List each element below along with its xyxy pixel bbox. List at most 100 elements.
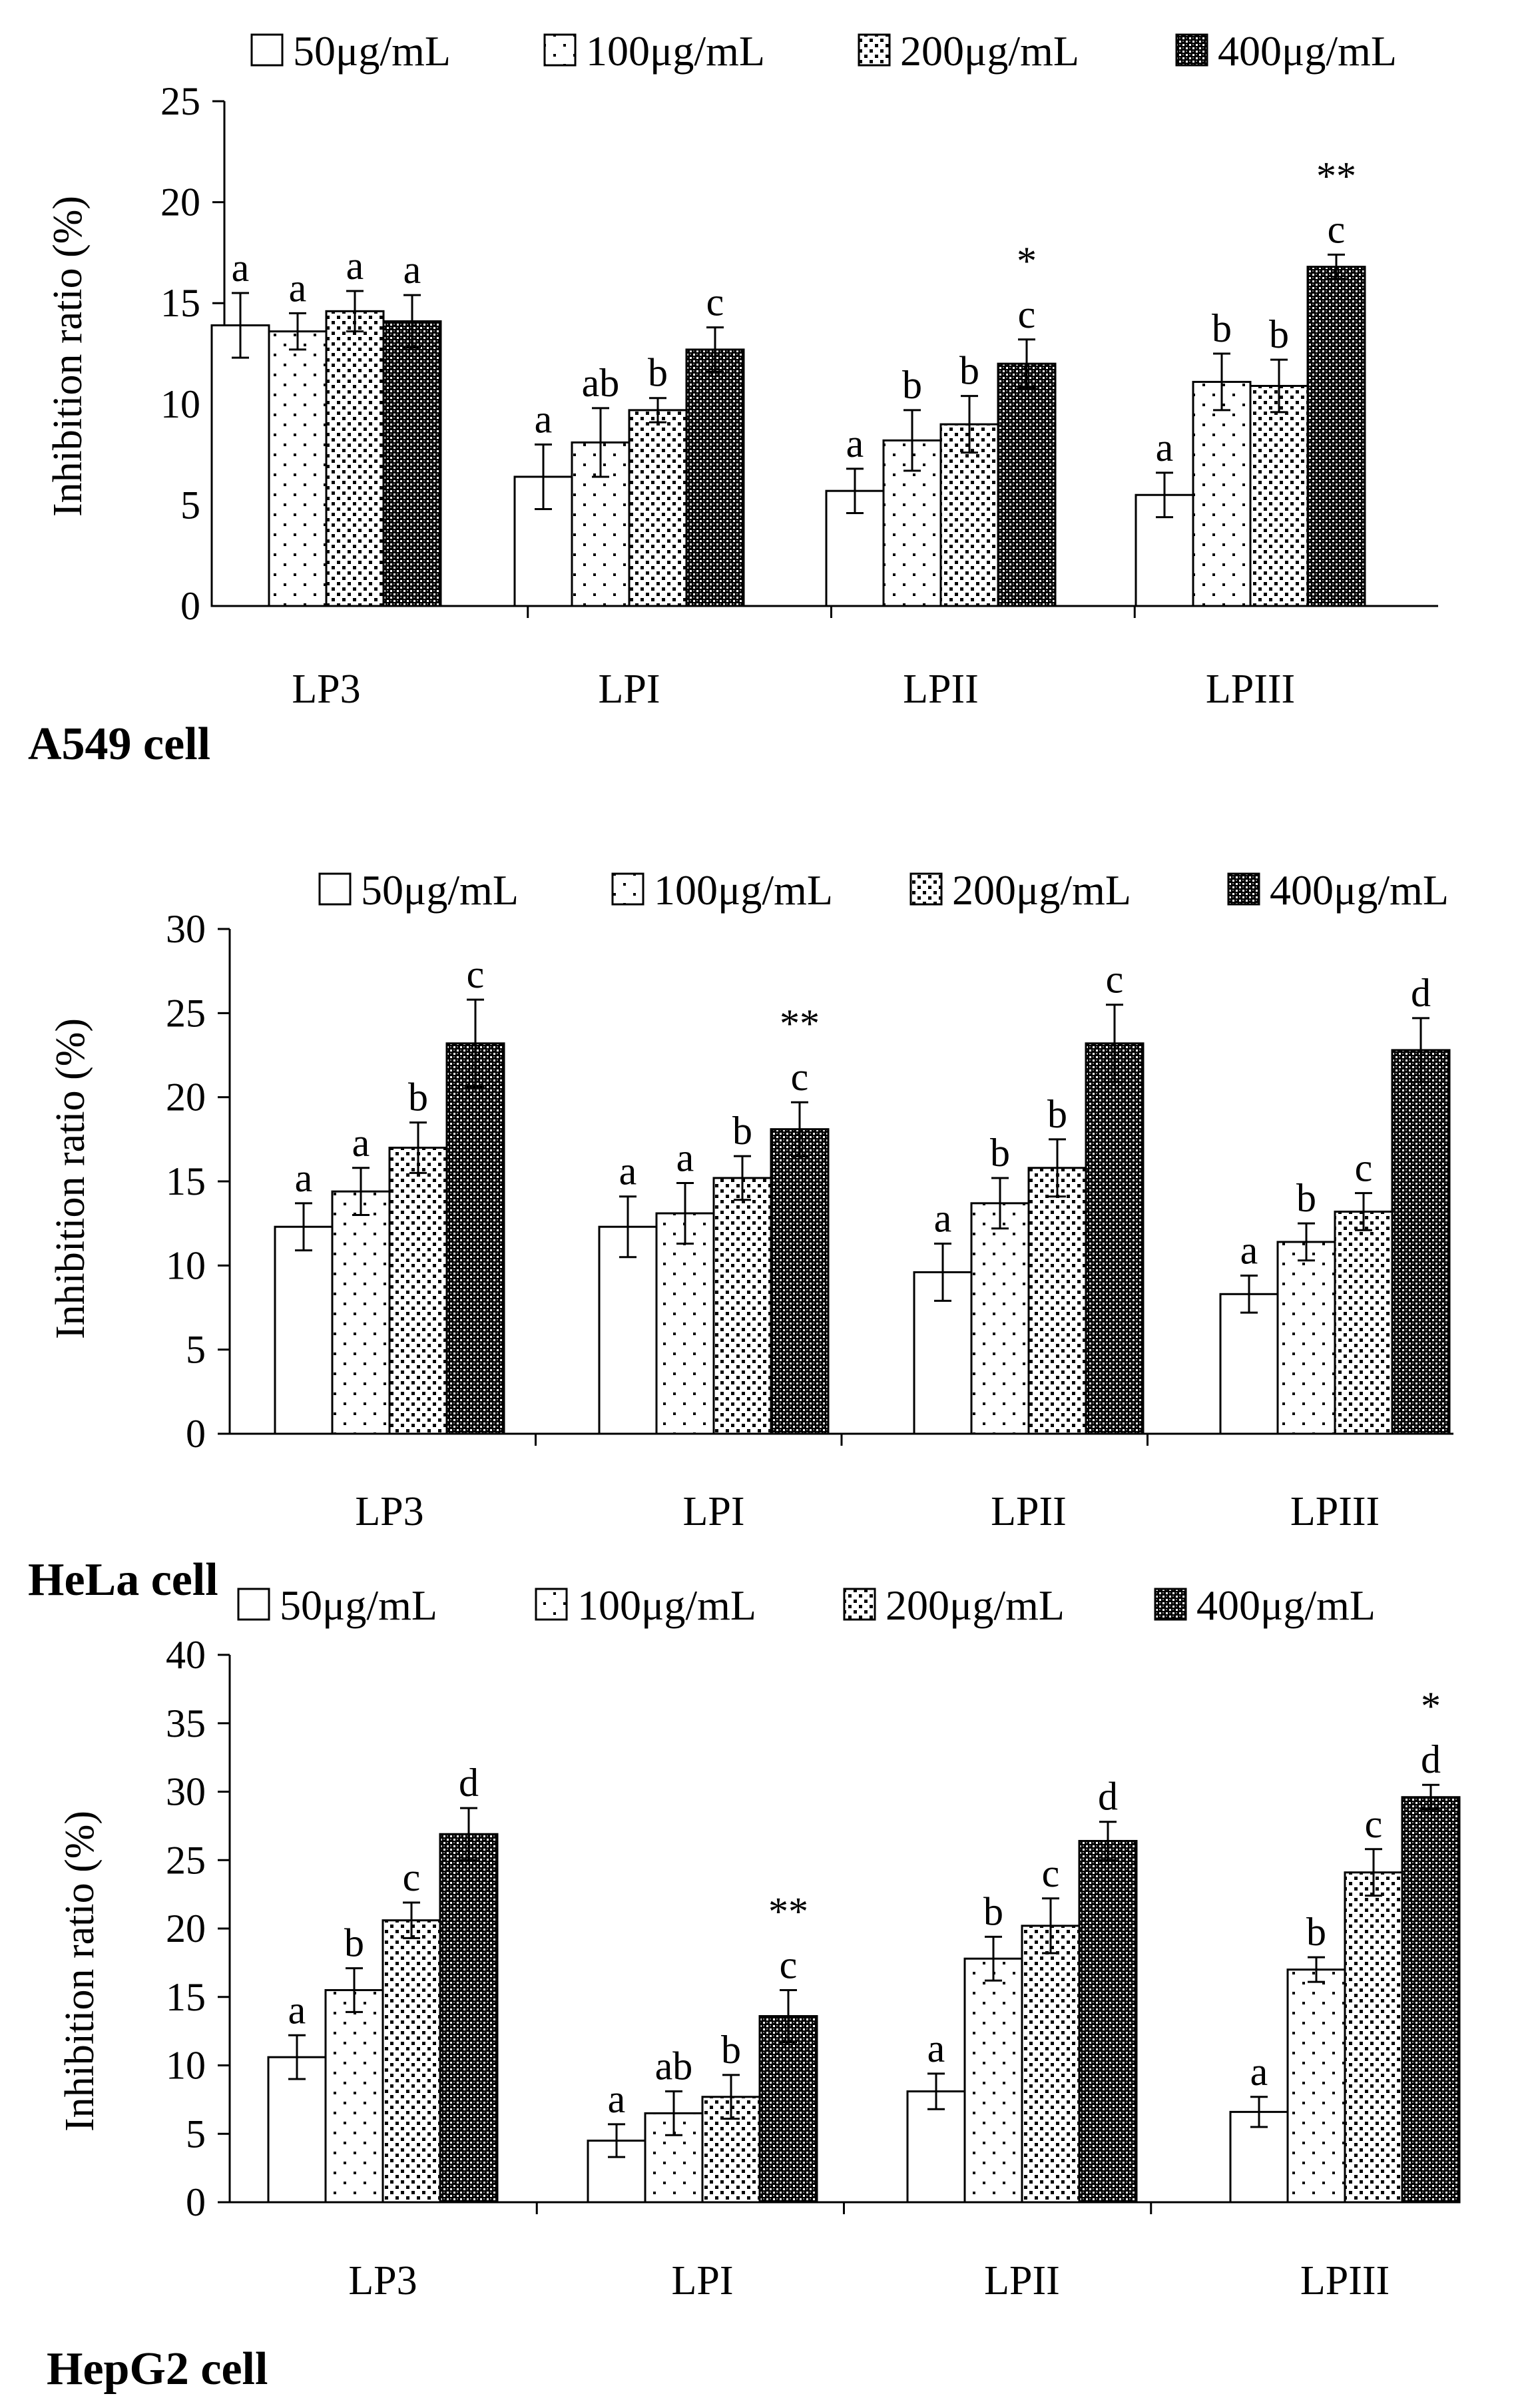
bar-lpiii-200 — [1334, 1210, 1394, 1435]
category-label: LPIII — [1206, 667, 1295, 712]
bar-lpiii-200 — [1249, 385, 1309, 607]
significance-letter: b — [648, 351, 668, 395]
significance-stars: * — [1421, 1684, 1441, 1728]
legend-label-200: 200μg/mL — [900, 27, 1079, 75]
bar-lp3-200 — [388, 1146, 448, 1435]
y-tick-label: 15 — [160, 281, 200, 325]
significance-letter: a — [288, 1988, 306, 2032]
y-axis-label-hela: Inhibition ratio (%) — [48, 1018, 93, 1339]
legend-swatch-400 — [1175, 33, 1208, 67]
legend-swatch-100 — [611, 872, 644, 906]
legend-label-100: 100μg/mL — [586, 27, 765, 75]
significance-letter: a — [295, 1156, 313, 1200]
category-label: LPII — [903, 667, 979, 712]
significance-letter: c — [467, 952, 485, 996]
panel-hela: 50μg/mL 100μg/mL 200μg/mL 400μg/mL 0 5 10 15 20… — [28, 866, 1453, 1606]
y-tick-label: 5 — [180, 483, 200, 527]
bar-lp3-100 — [331, 1190, 391, 1435]
bar-lpiii-100 — [1276, 1241, 1336, 1435]
significance-stars: ** — [780, 1002, 820, 1046]
bar-lpii-200 — [1027, 1167, 1087, 1435]
significance-letter: c — [791, 1055, 809, 1099]
bar-lpi-50 — [598, 1225, 658, 1435]
legend-swatch-200 — [843, 1588, 876, 1621]
bar-lp3-400 — [382, 320, 442, 607]
significance-letter: ab — [655, 2044, 693, 2088]
significance-letter: b — [408, 1075, 428, 1119]
legend-swatch-400 — [1227, 872, 1260, 906]
legend-label-100: 100μg/mL — [577, 1582, 756, 1629]
bar-lpiii-100 — [1286, 1968, 1346, 2204]
category-label: LPI — [672, 2258, 734, 2303]
y-tick-label: 10 — [166, 2044, 206, 2088]
significance-letter: a — [535, 397, 553, 441]
category-label: LP3 — [292, 667, 360, 712]
category-label: LPIII — [1300, 2258, 1390, 2303]
bar-lp3-400 — [445, 1042, 505, 1435]
y-tick-label: 0 — [180, 584, 200, 628]
y-tick-label: 15 — [166, 1975, 206, 2019]
category-label: LPII — [991, 1489, 1067, 1534]
significance-letter: b — [959, 349, 979, 393]
legend-hela: 50μg/mL 100μg/mL 200μg/mL 400μg/mL — [318, 866, 1449, 914]
significance-letter: b — [1306, 1910, 1326, 1954]
panel-label-a549: A549 cell — [28, 719, 210, 770]
legend-swatch-100 — [543, 33, 577, 67]
significance-letter: a — [846, 422, 864, 465]
bar-lpii-100 — [963, 1957, 1023, 2204]
significance-letter: b — [1296, 1176, 1316, 1220]
significance-letter: c — [403, 1855, 421, 1899]
significance-letter: c — [1042, 1851, 1060, 1895]
bar-lp3-50 — [210, 324, 270, 607]
legend-swatch-50 — [237, 1588, 270, 1621]
y-tick-label: 40 — [166, 1633, 206, 1677]
significance-letter: a — [403, 248, 421, 292]
bar-lp3-50 — [267, 2056, 327, 2204]
legend-swatch-200 — [858, 33, 891, 67]
panel-a549: 50μg/mL 100μg/mL 200μg/mL 400μg/mL 0 5 10 15 20… — [28, 27, 1438, 770]
legend-label-100: 100μg/mL — [654, 866, 833, 914]
significance-letter: c — [1106, 958, 1124, 1002]
significance-letter: a — [619, 1149, 637, 1193]
significance-letter: ab — [582, 361, 620, 405]
significance-letter: a — [346, 244, 364, 288]
bar-lp3-200 — [382, 1919, 441, 2204]
y-tick-label: 25 — [166, 1838, 206, 1882]
significance-letter: a — [1156, 426, 1174, 469]
bar-lpii-400 — [1078, 1839, 1138, 2204]
significance-letter: a — [608, 2077, 626, 2121]
bar-lpiii-400 — [1401, 1796, 1461, 2204]
significance-letter: c — [1328, 207, 1346, 251]
y-tick-label: 30 — [166, 907, 206, 951]
y-tick-label: 10 — [166, 1243, 206, 1287]
significance-letter: a — [289, 266, 307, 310]
legend-label-50: 50μg/mL — [293, 27, 451, 75]
legend-swatch-50 — [250, 33, 284, 67]
legend-label-50: 50μg/mL — [280, 1582, 437, 1629]
legend-label-400: 400μg/mL — [1270, 866, 1449, 914]
y-tick-label: 20 — [160, 180, 200, 224]
bar-lpi-400 — [770, 1128, 830, 1435]
y-tick-label: 25 — [160, 79, 200, 123]
significance-letter: b — [344, 1921, 364, 1965]
bar-lpii-100 — [970, 1202, 1030, 1435]
legend-swatch-400 — [1154, 1588, 1187, 1621]
category-label: LPIII — [1290, 1489, 1380, 1534]
legend-swatch-50 — [318, 872, 352, 906]
significance-stars: ** — [768, 1889, 808, 1933]
significance-letter: b — [990, 1131, 1010, 1175]
bar-lpiii-400 — [1306, 266, 1366, 607]
significance-letter: c — [706, 280, 724, 324]
bar-lpii-400 — [997, 362, 1057, 607]
bar-lpiii-100 — [1192, 380, 1252, 607]
y-axis-label-hepg2: Inhibition ratio (%) — [57, 1811, 103, 2132]
significance-letter: b — [1269, 312, 1289, 356]
category-label: LP3 — [348, 2258, 417, 2303]
significance-stars: * — [1017, 239, 1037, 283]
significance-letter: a — [352, 1121, 370, 1165]
significance-letter: a — [1240, 1228, 1258, 1272]
